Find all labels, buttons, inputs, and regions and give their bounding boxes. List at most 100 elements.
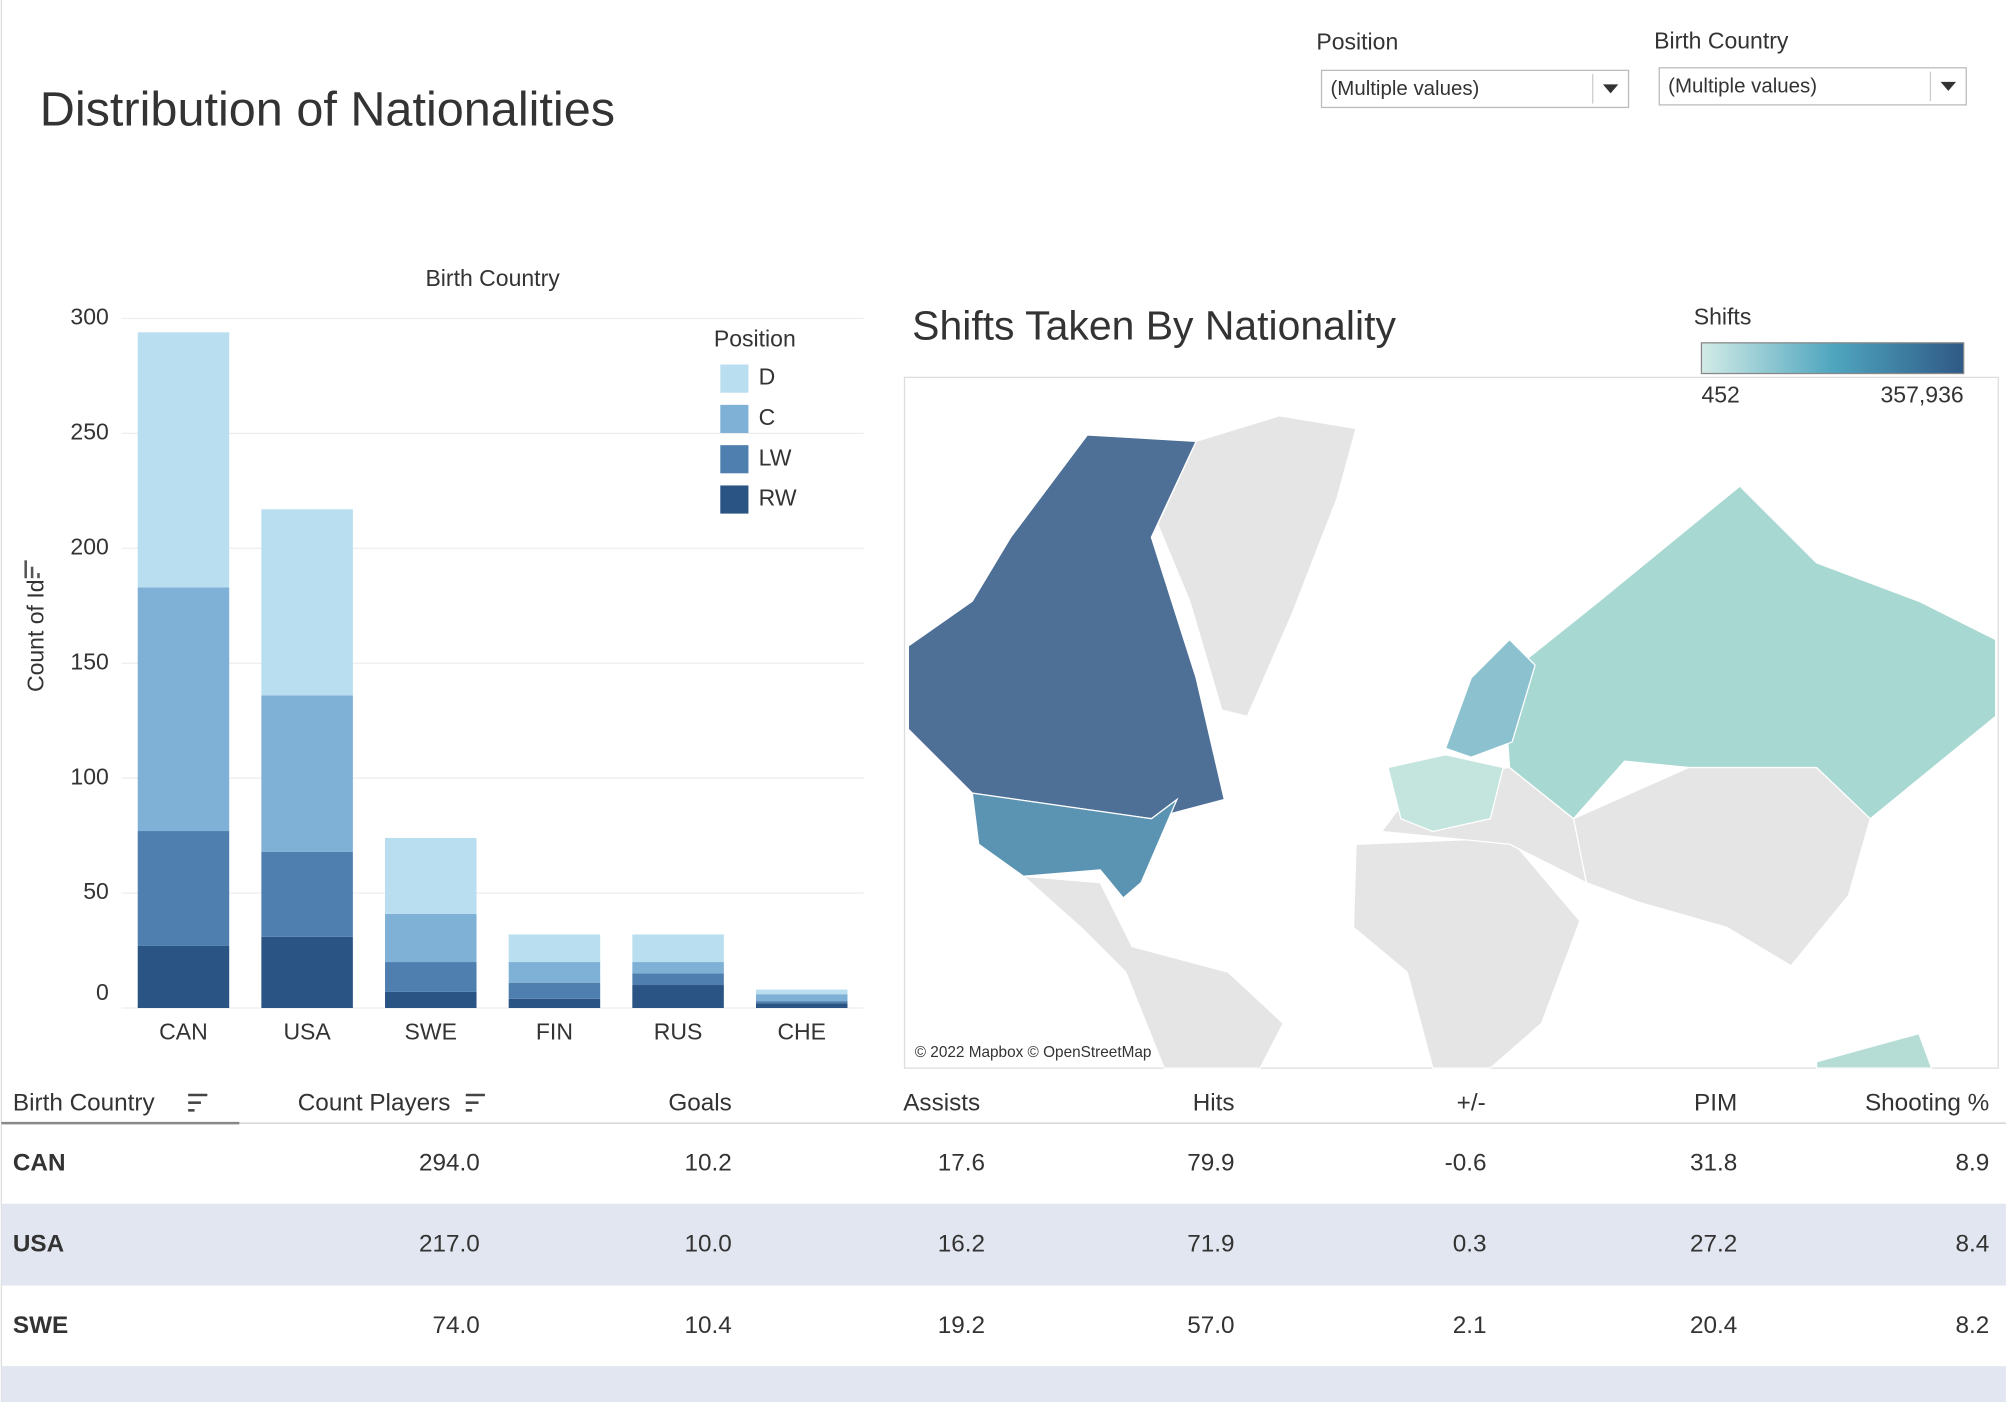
cell: 0.3 — [1453, 1231, 1487, 1258]
cell: 17.6 — [938, 1149, 985, 1176]
bar-chart: 0 50 100 150 200 250 300 CAN USA SWE FIN RUS CHE DC LW… — [70, 304, 864, 1045]
filter-label: Birth Country — [1654, 27, 1789, 53]
cell: 57.0 — [1187, 1312, 1234, 1339]
cell: 31.8 — [1690, 1149, 1737, 1176]
sort-icon[interactable] — [24, 560, 40, 579]
bar-segment — [385, 962, 477, 992]
land — [1352, 837, 1581, 1069]
bar-segment — [261, 851, 353, 937]
filter-birth-country[interactable]: Birth Country (Multiple values) — [1654, 27, 1967, 106]
filter-label: Position — [1316, 29, 1398, 55]
bar-segment — [755, 989, 848, 995]
country-usa — [971, 792, 1179, 899]
map-title: Shifts Taken By Nationality — [912, 303, 1396, 349]
y-tick-label: 100 — [70, 763, 108, 789]
x-tick-label: FIN — [536, 1019, 573, 1045]
cell: -0.6 — [1445, 1149, 1487, 1176]
cell: 16.2 — [938, 1231, 985, 1258]
x-tick-label: USA — [283, 1019, 331, 1045]
row-label: USA — [13, 1231, 64, 1258]
cell: 10.0 — [685, 1231, 732, 1258]
country-rus — [1502, 485, 1997, 820]
legend-label: LW — [759, 444, 792, 470]
y-tick-label: 300 — [70, 304, 108, 330]
column-header: Birth Country — [13, 1089, 156, 1116]
y-tick-label: 0 — [96, 979, 109, 1005]
cell: 79.9 — [1187, 1149, 1234, 1176]
column-header: Shooting % — [1865, 1089, 1989, 1116]
row-label: CAN — [13, 1149, 66, 1176]
cell: 217.0 — [419, 1231, 480, 1258]
x-tick-label: CAN — [159, 1019, 208, 1045]
bar-segment — [632, 934, 724, 963]
bar-segment — [632, 973, 724, 986]
dropdown-value: (Multiple values) — [1668, 74, 1817, 97]
cell: 74.0 — [433, 1312, 480, 1339]
map-legend-title: Shifts — [1694, 304, 1752, 330]
y-tick-label: 150 — [70, 648, 108, 674]
x-tick-label: CHE — [777, 1019, 826, 1045]
bar-segment — [508, 962, 601, 983]
page-title: Distribution of Nationalities — [40, 82, 615, 136]
map-legend-min: 452 — [1701, 382, 1739, 408]
legend-label: RW — [759, 485, 797, 511]
bar-segment — [137, 587, 230, 832]
bar-segment — [137, 945, 230, 1009]
column-header: Hits — [1193, 1089, 1235, 1116]
column-header: Goals — [668, 1089, 731, 1116]
bar-segment — [385, 991, 477, 1009]
sort-icon[interactable] — [465, 1093, 485, 1112]
cell: 19.2 — [938, 1312, 985, 1339]
dropdown[interactable] — [1320, 69, 1630, 109]
x-tick-label: RUS — [654, 1019, 703, 1045]
legend-label: D — [759, 364, 776, 390]
bar-segment — [385, 913, 477, 963]
column-header: PIM — [1694, 1089, 1737, 1116]
x-tick-label: SWE — [405, 1019, 457, 1045]
y-tick-label: 200 — [70, 533, 108, 559]
column-header: Assists — [903, 1089, 980, 1116]
row-stripe — [1, 1203, 2006, 1286]
dropdown-value: (Multiple values) — [1330, 77, 1479, 100]
legend-swatch — [720, 404, 749, 434]
bar-segment — [137, 831, 230, 946]
row-label: SWE — [13, 1312, 68, 1339]
cell: 10.4 — [685, 1312, 732, 1339]
column-header: +/- — [1457, 1089, 1486, 1116]
y-tick-label: 50 — [83, 878, 109, 904]
bar-segment — [261, 936, 353, 1009]
legend-swatch — [720, 364, 749, 393]
bar-segment — [755, 1001, 848, 1004]
bar-segment — [632, 962, 724, 974]
legend-label: C — [759, 404, 776, 430]
cell: 20.4 — [1690, 1312, 1737, 1339]
map-attribution: © 2022 Mapbox © OpenStreetMap — [915, 1044, 1152, 1061]
bar-segment — [385, 837, 477, 914]
cell: 294.0 — [419, 1149, 480, 1176]
dropdown-arrow[interactable] — [1940, 81, 1957, 91]
cell: 2.1 — [1453, 1312, 1487, 1339]
legend-swatch — [720, 485, 749, 514]
map-legend-max: 357,936 — [1880, 382, 1963, 408]
dropdown[interactable] — [1658, 67, 1967, 106]
bar-segment — [755, 1003, 848, 1009]
map: © 2022 Mapbox © OpenStreetMap — [903, 376, 1999, 1069]
bar-segment — [508, 982, 601, 999]
filter-position[interactable]: Position (Multiple values) — [1316, 29, 1630, 109]
y-tick-label: 250 — [70, 419, 108, 445]
country-aus — [1815, 1032, 1933, 1069]
bar-segment — [632, 985, 724, 1009]
bar-segment — [261, 509, 353, 696]
table: Birth Country Count Players Goals Assists Hi… — [1, 1089, 2006, 1402]
dropdown-arrow[interactable] — [1602, 84, 1619, 94]
bar-segment — [508, 934, 601, 963]
sort-icon[interactable] — [188, 1093, 208, 1112]
cell: 71.9 — [1187, 1231, 1234, 1258]
land — [1157, 415, 1357, 718]
map-legend-gradient — [1700, 342, 1965, 375]
land — [1021, 875, 1284, 1069]
y-axis-title: Count of Id — [22, 579, 48, 692]
cell: 8.2 — [1955, 1312, 1989, 1339]
country-europe — [1387, 754, 1504, 833]
